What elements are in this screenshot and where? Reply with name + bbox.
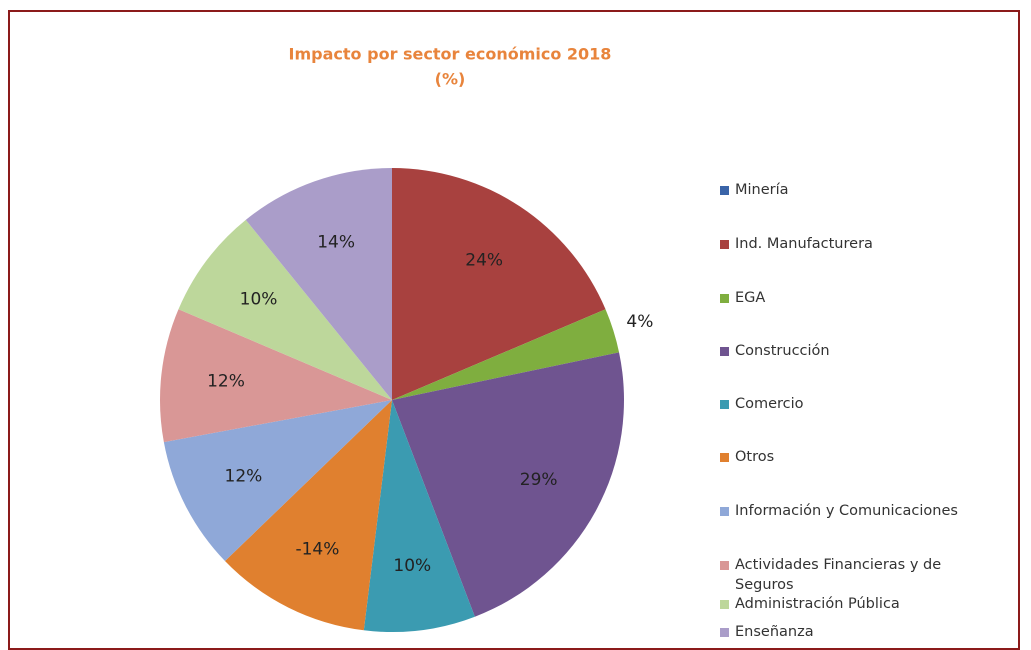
legend-label: Comercio	[735, 396, 804, 412]
data-label: 10%	[240, 290, 278, 310]
legend-label: EGA	[735, 290, 766, 306]
data-label: 10%	[393, 556, 431, 576]
pie-slice	[392, 168, 606, 400]
legend-item: Construcción	[720, 341, 1000, 361]
pie-slice	[363, 400, 475, 632]
legend-item: Otros	[720, 447, 1000, 467]
legend-item: Enseñanza	[720, 622, 1000, 642]
legend-label: Información y Comunicaciones	[735, 503, 958, 519]
legend-item: Comercio	[720, 394, 1000, 414]
legend-swatch	[720, 347, 729, 356]
legend-swatch	[720, 561, 729, 570]
data-label: 24%	[465, 251, 503, 271]
pie-slice	[245, 168, 392, 400]
data-label: 12%	[225, 466, 263, 486]
legend-item: Minería	[720, 180, 1000, 200]
legend-label: Administración Pública	[735, 596, 900, 612]
pie-slice	[392, 352, 624, 617]
pie-slice	[160, 309, 392, 443]
legend-swatch	[720, 400, 729, 409]
legend-label: Ind. Manufacturera	[735, 236, 873, 252]
legend-label: Enseñanza	[735, 624, 814, 640]
pie-slice	[224, 400, 392, 631]
legend-item: Administración Pública	[720, 594, 1000, 614]
legend-label: Minería	[735, 182, 789, 198]
data-label: 4%	[626, 312, 653, 332]
legend-label: Construcción	[735, 343, 830, 359]
data-label: 12%	[207, 372, 245, 392]
data-label: 14%	[317, 233, 355, 253]
legend-item: EGA	[720, 288, 1000, 308]
legend-swatch	[720, 294, 729, 303]
chart-subtitle: (%)	[435, 70, 466, 89]
legend-item: Ind. Manufacturera	[720, 234, 1000, 254]
pie-slice	[392, 309, 620, 400]
legend-swatch	[720, 628, 729, 637]
pie-slice	[163, 400, 392, 562]
legend-swatch	[720, 240, 729, 249]
legend-swatch	[720, 186, 729, 195]
data-label: 29%	[520, 470, 558, 490]
legend-swatch	[720, 600, 729, 609]
legend-swatch	[720, 453, 729, 462]
legend-label: Actividades Financieras y de Seguros	[735, 557, 942, 593]
chart-title: Impacto por sector económico 2018	[289, 45, 612, 64]
data-label: -14%	[295, 539, 339, 559]
pie-slice	[178, 219, 392, 400]
legend-item: Actividades Financieras y de Seguros	[720, 555, 1000, 595]
legend-item: Información y Comunicaciones	[720, 501, 1000, 521]
legend-swatch	[720, 507, 729, 516]
legend-label: Otros	[735, 449, 775, 465]
